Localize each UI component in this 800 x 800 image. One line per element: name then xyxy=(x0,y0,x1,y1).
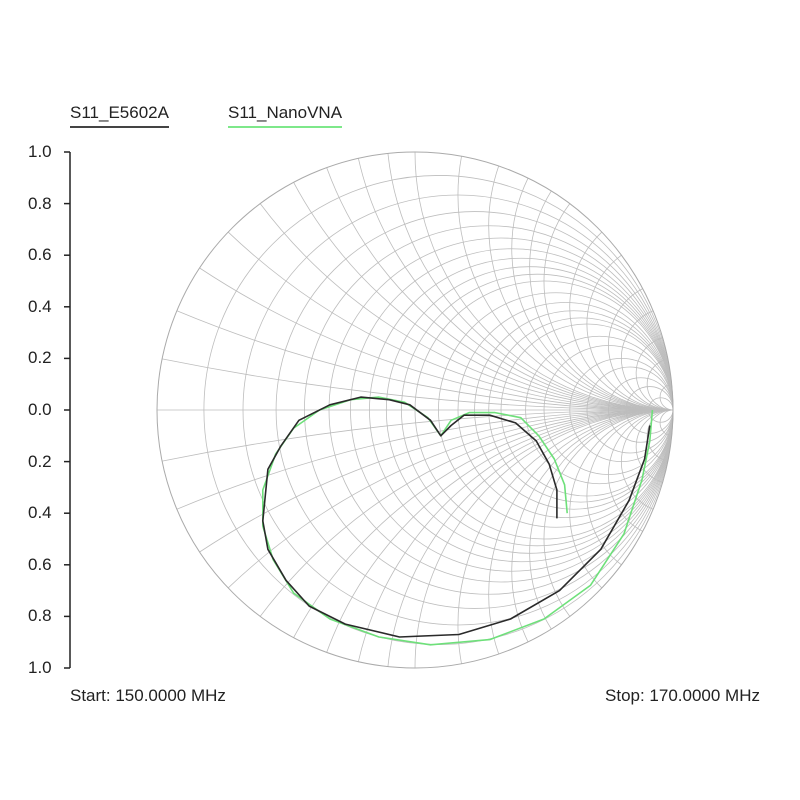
reactance-arc xyxy=(387,153,674,411)
reactance-arc xyxy=(457,409,674,664)
reactance-arc xyxy=(176,310,674,411)
reactance-arc xyxy=(457,156,674,411)
y-tick-label: 0.8 xyxy=(28,193,52,213)
reactance-arc xyxy=(259,203,674,411)
y-tick-label: 0.8 xyxy=(28,606,52,626)
reactance-arc xyxy=(414,151,674,411)
reactance-arc xyxy=(635,409,674,483)
y-tick-label: 1.0 xyxy=(28,142,52,161)
reactance-arc xyxy=(387,409,674,667)
y-tick-label: 0.2 xyxy=(28,451,52,471)
reactance-arc xyxy=(586,254,674,411)
y-tick-label: 0.6 xyxy=(28,554,52,574)
y-tick-label: 0.4 xyxy=(28,503,52,523)
reactance-arc xyxy=(227,409,674,589)
reactance-arc xyxy=(199,409,674,553)
start-frequency-label: Start: 150.0000 MHz xyxy=(70,686,226,705)
y-tick-label: 0.4 xyxy=(28,296,52,316)
reactance-arc xyxy=(569,409,674,589)
reactance-arc xyxy=(646,409,674,462)
reactance-arc xyxy=(529,190,674,411)
reactance-arc xyxy=(162,358,674,411)
y-tick-label: 1.0 xyxy=(28,658,52,677)
reactance-arc xyxy=(659,409,674,437)
reactance-arc xyxy=(621,409,674,510)
reactance-arc xyxy=(176,409,674,510)
y-tick-label: 0.6 xyxy=(28,245,52,265)
reactance-arc xyxy=(659,383,674,411)
reactance-arc xyxy=(199,267,674,411)
reactance-arc xyxy=(162,409,674,462)
reactance-arc xyxy=(586,409,674,566)
reactance-arc xyxy=(543,203,674,411)
reactance-arc xyxy=(227,231,674,411)
reactance-arc xyxy=(646,358,674,411)
series-S11_E5602A xyxy=(261,396,651,638)
legend-entry-nanovna: S11_NanoVNA xyxy=(228,103,343,128)
reactance-arc xyxy=(635,337,674,411)
reactance-arc xyxy=(414,409,674,669)
reactance-arc xyxy=(488,165,674,411)
reactance-arc xyxy=(529,409,674,630)
y-tick-label: 0.0 xyxy=(28,400,52,419)
reactance-arc xyxy=(621,310,674,411)
reactance-arc xyxy=(293,182,674,411)
reactance-arc xyxy=(357,409,674,662)
stop-frequency-label: Stop: 170.0000 MHz xyxy=(605,686,760,705)
reactance-arc xyxy=(357,158,674,411)
reactance-arc xyxy=(259,409,674,617)
y-tick-label: 0.2 xyxy=(28,348,52,368)
reactance-arc xyxy=(488,409,674,655)
legend-entry-e5602a: S11_E5602A xyxy=(70,103,169,128)
reactance-arc xyxy=(511,177,674,411)
reactance-arc xyxy=(511,409,674,643)
reactance-arc xyxy=(293,409,674,638)
reactance-arc xyxy=(569,231,674,411)
unit-circle xyxy=(156,151,674,669)
reactance-arc xyxy=(543,409,674,617)
